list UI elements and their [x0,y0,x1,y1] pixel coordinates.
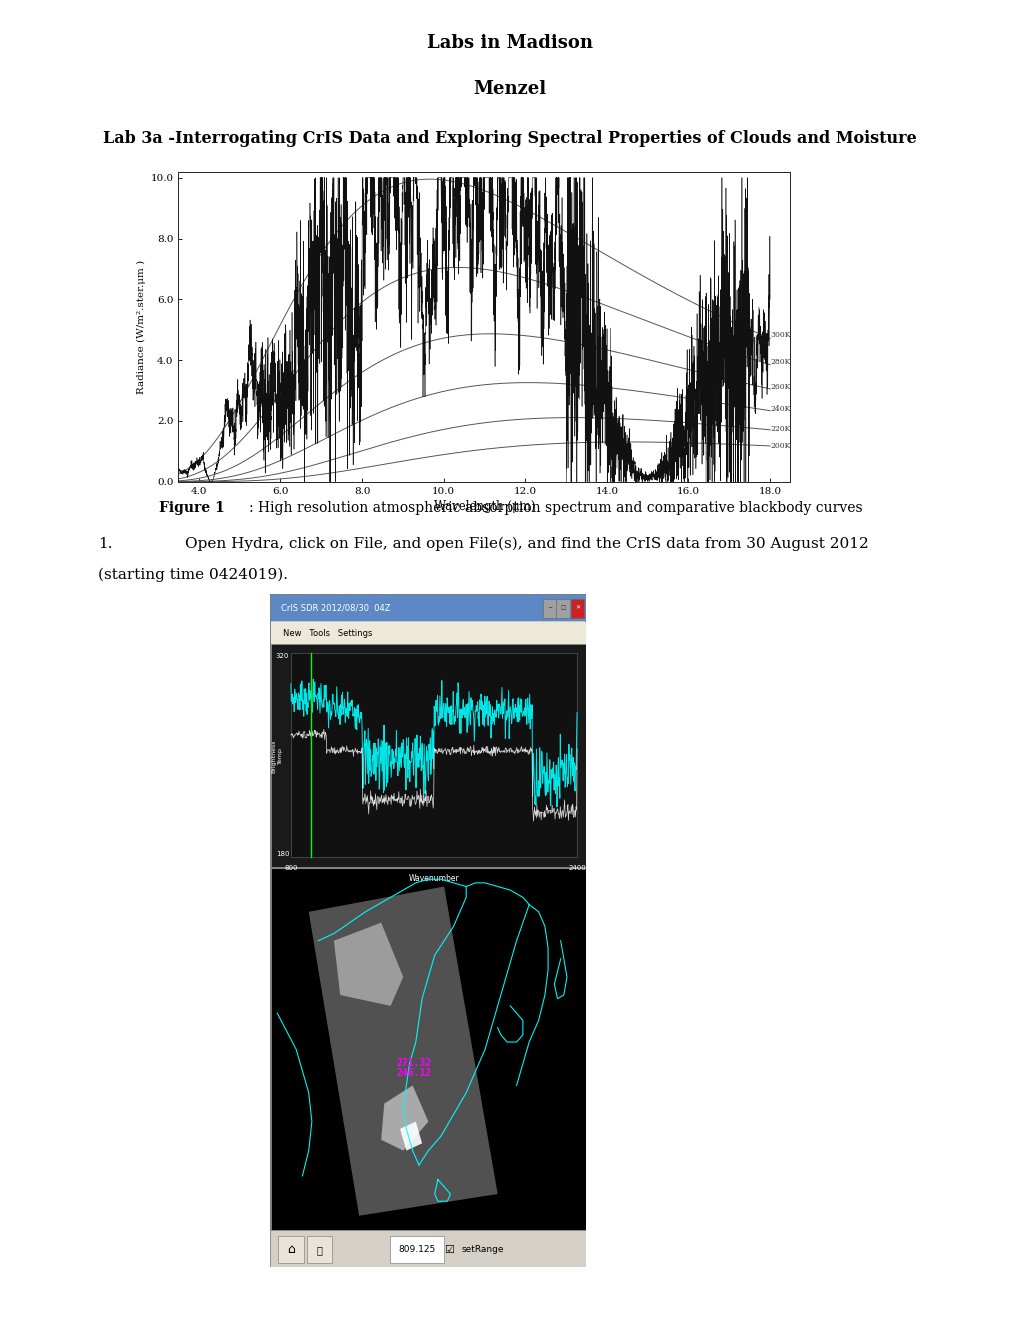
Bar [390,1237,444,1263]
Text: CrIS SDR 2012/08/30  04Z: CrIS SDR 2012/08/30 04Z [281,603,390,612]
Text: ☑: ☑ [443,1245,453,1255]
Text: 2400: 2400 [568,865,585,871]
Text: Menzel: Menzel [473,81,546,98]
Text: Brightness
Temp: Brightness Temp [272,739,282,772]
Text: 280K: 280K [769,358,790,366]
Bar [278,1237,304,1263]
Text: 809.125: 809.125 [398,1245,435,1254]
Polygon shape [333,923,403,1006]
Text: □: □ [559,606,566,611]
Text: 180: 180 [275,851,289,857]
Bar [290,652,577,857]
Text: Open Hydra, click on File, and open File(s), and find the CrIS data from 30 Augu: Open Hydra, click on File, and open File… [185,537,868,552]
Text: : High resolution atmospheric absorption spectrum and comparative blackbody curv: : High resolution atmospheric absorption… [249,502,861,515]
X-axis label: Wavelength (μm): Wavelength (μm) [433,500,535,513]
Y-axis label: Radiance (W/m².ster.μm ): Radiance (W/m².ster.μm ) [138,260,146,393]
Bar [271,622,585,644]
Bar [571,599,584,618]
Bar [270,1230,586,1267]
Text: 240K: 240K [769,405,790,413]
Text: setRange: setRange [462,1245,503,1254]
Bar [271,644,585,867]
Text: 271.32: 271.32 [396,1057,432,1068]
Bar [271,869,585,1230]
Text: Figure 1: Figure 1 [159,502,224,515]
Text: ✕: ✕ [574,606,580,611]
Text: 1.: 1. [98,537,112,552]
Text: 🔧: 🔧 [316,1245,322,1255]
Text: ─: ─ [547,606,550,611]
Text: New   Tools   Settings: New Tools Settings [282,628,372,638]
Text: Lab 3a -Interrogating CrIS Data and Exploring Spectral Properties of Clouds and : Lab 3a -Interrogating CrIS Data and Expl… [103,131,916,147]
Bar [556,599,570,618]
Text: 320: 320 [275,652,289,659]
Text: 220K: 220K [769,425,790,433]
Text: 260K: 260K [769,383,790,391]
Bar [542,599,555,618]
Text: 246.12: 246.12 [396,1068,432,1078]
Text: 300K: 300K [769,331,790,339]
Polygon shape [309,887,497,1216]
Text: Labs in Madison: Labs in Madison [427,34,592,51]
Text: ⌂: ⌂ [286,1243,294,1257]
Polygon shape [381,1085,428,1151]
Bar [271,595,585,620]
Text: (starting time 0424019).: (starting time 0424019). [98,568,287,582]
Text: 200K: 200K [769,442,790,450]
Text: Wavenumber: Wavenumber [409,874,459,883]
Bar [307,1237,331,1263]
Text: 800: 800 [284,865,298,871]
Polygon shape [399,1122,422,1151]
